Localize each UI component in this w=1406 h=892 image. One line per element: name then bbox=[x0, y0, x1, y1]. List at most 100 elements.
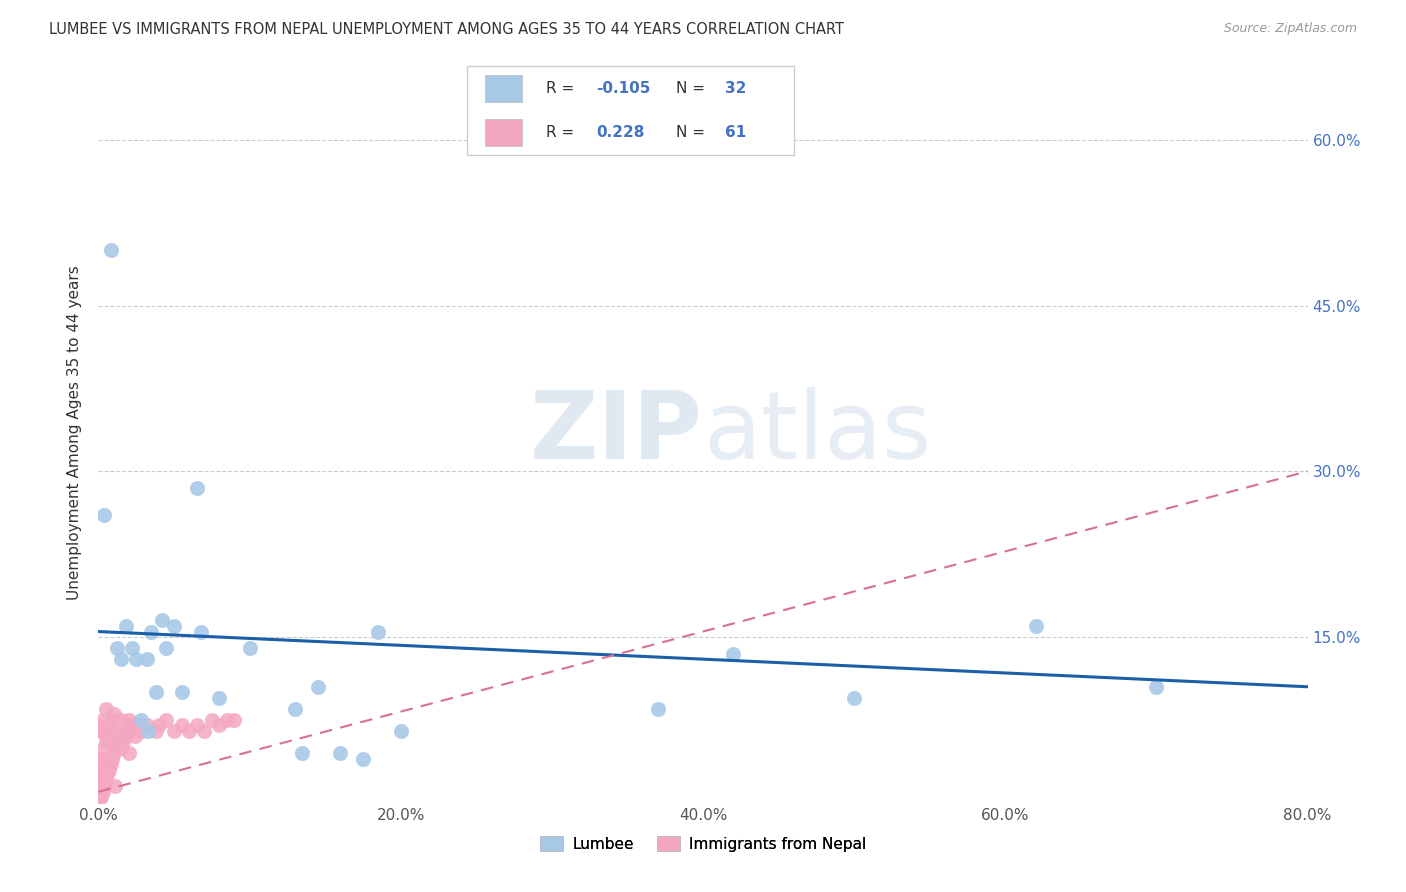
Point bbox=[118, 713, 141, 727]
Point bbox=[163, 619, 186, 633]
Point bbox=[647, 702, 669, 716]
Point bbox=[87, 718, 110, 732]
Point bbox=[91, 785, 114, 799]
Point bbox=[89, 790, 111, 805]
FancyBboxPatch shape bbox=[485, 120, 522, 146]
Point bbox=[127, 718, 149, 732]
Point bbox=[224, 713, 246, 727]
Point bbox=[111, 735, 134, 749]
Point bbox=[108, 730, 131, 744]
Text: R =: R = bbox=[546, 81, 579, 95]
FancyBboxPatch shape bbox=[467, 66, 793, 155]
Point bbox=[129, 723, 152, 738]
Point bbox=[141, 624, 163, 639]
Point bbox=[100, 244, 122, 258]
Point bbox=[90, 768, 112, 782]
Point bbox=[110, 713, 132, 727]
Point bbox=[1024, 619, 1046, 633]
Point bbox=[121, 641, 143, 656]
Point bbox=[118, 746, 141, 760]
Text: 32: 32 bbox=[724, 81, 747, 95]
Point bbox=[135, 718, 157, 732]
Point bbox=[129, 713, 152, 727]
Point bbox=[193, 723, 215, 738]
Point bbox=[145, 723, 167, 738]
Point bbox=[208, 718, 231, 732]
Point bbox=[389, 723, 412, 738]
Point bbox=[105, 730, 128, 744]
Point bbox=[190, 624, 212, 639]
Point bbox=[723, 647, 745, 661]
Point bbox=[110, 652, 132, 666]
Point bbox=[124, 730, 146, 744]
Point bbox=[93, 508, 115, 523]
Point bbox=[307, 680, 329, 694]
Text: -0.105: -0.105 bbox=[596, 81, 651, 95]
Point bbox=[93, 779, 115, 793]
Point bbox=[94, 702, 117, 716]
Point bbox=[155, 641, 177, 656]
Point bbox=[91, 751, 114, 765]
Point bbox=[93, 740, 115, 755]
Point bbox=[90, 723, 112, 738]
Point bbox=[114, 619, 136, 633]
Point bbox=[145, 685, 167, 699]
Point bbox=[96, 730, 118, 744]
Text: R =: R = bbox=[546, 125, 579, 140]
Text: ZIP: ZIP bbox=[530, 386, 703, 479]
Y-axis label: Unemployment Among Ages 35 to 44 years: Unemployment Among Ages 35 to 44 years bbox=[67, 265, 83, 600]
Point bbox=[201, 713, 224, 727]
Text: 61: 61 bbox=[724, 125, 747, 140]
Point bbox=[844, 690, 866, 705]
Legend: Lumbee, Immigrants from Nepal: Lumbee, Immigrants from Nepal bbox=[534, 830, 872, 858]
Point bbox=[163, 723, 186, 738]
Point bbox=[120, 723, 142, 738]
Point bbox=[125, 652, 148, 666]
Point bbox=[148, 718, 170, 732]
Point bbox=[170, 718, 193, 732]
Point bbox=[87, 763, 110, 777]
Point bbox=[94, 735, 117, 749]
Point bbox=[96, 768, 118, 782]
Point bbox=[155, 713, 177, 727]
Point bbox=[186, 481, 208, 495]
Point bbox=[87, 785, 110, 799]
Point bbox=[352, 751, 374, 765]
Point bbox=[98, 723, 121, 738]
Point bbox=[87, 773, 110, 788]
Point bbox=[215, 713, 238, 727]
FancyBboxPatch shape bbox=[485, 75, 522, 102]
Point bbox=[186, 718, 208, 732]
Point bbox=[89, 723, 111, 738]
Point bbox=[135, 652, 157, 666]
Point bbox=[170, 685, 193, 699]
Text: N =: N = bbox=[676, 125, 710, 140]
Point bbox=[103, 746, 125, 760]
Point bbox=[107, 735, 129, 749]
Point bbox=[114, 730, 136, 744]
Point bbox=[94, 773, 117, 788]
Point bbox=[1144, 680, 1167, 694]
Point bbox=[89, 763, 111, 777]
Point bbox=[98, 763, 121, 777]
Point bbox=[115, 718, 138, 732]
Point bbox=[112, 723, 135, 738]
Text: N =: N = bbox=[676, 81, 710, 95]
Point bbox=[104, 740, 127, 755]
Point bbox=[367, 624, 389, 639]
Point bbox=[91, 713, 114, 727]
Point bbox=[329, 746, 352, 760]
Point bbox=[100, 718, 122, 732]
Point bbox=[101, 751, 124, 765]
Point bbox=[239, 641, 262, 656]
Point bbox=[105, 641, 128, 656]
Point bbox=[110, 740, 132, 755]
Point bbox=[87, 751, 110, 765]
Text: Source: ZipAtlas.com: Source: ZipAtlas.com bbox=[1223, 22, 1357, 36]
Point bbox=[179, 723, 201, 738]
Point bbox=[136, 723, 159, 738]
Point bbox=[104, 779, 127, 793]
Point bbox=[284, 702, 307, 716]
Point bbox=[90, 790, 112, 805]
Point bbox=[100, 757, 122, 772]
